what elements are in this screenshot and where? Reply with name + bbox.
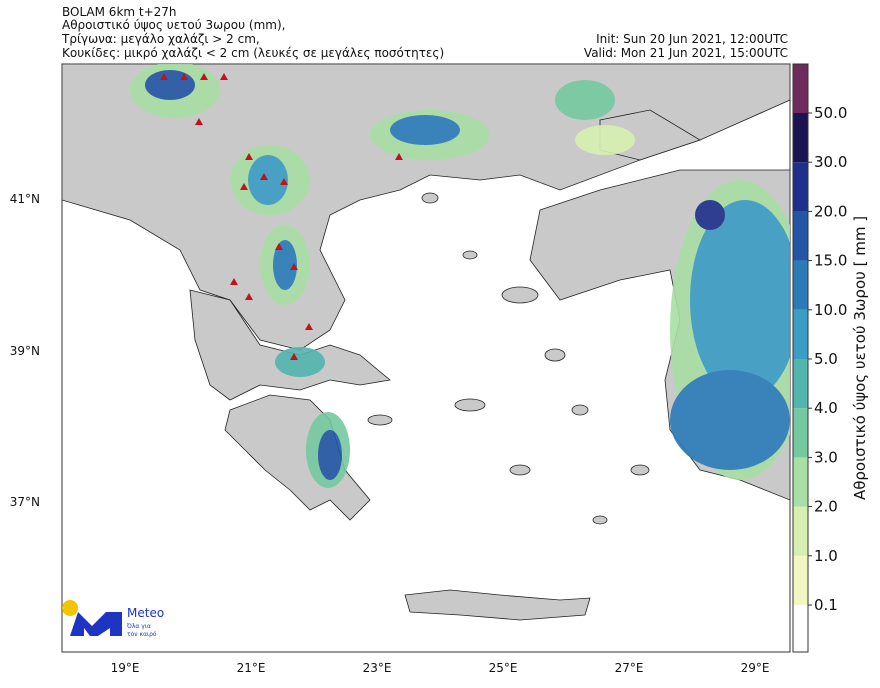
- colorbar-segment: [793, 359, 808, 409]
- header-line: Κουκίδες: μικρό χαλάζι < 2 cm (λευκές σε…: [62, 46, 444, 60]
- colorbar-label: 10.0: [814, 301, 847, 319]
- lon-label: 21°E: [237, 661, 266, 675]
- lat-label: 37°N: [10, 495, 40, 509]
- valid-time: Valid: Mon 21 Jun 2021, 15:00UTC: [584, 46, 788, 60]
- colorbar-label: 1.0: [814, 547, 838, 565]
- colorbar-segment: [793, 309, 808, 359]
- colorbar-label: 4.0: [814, 399, 838, 417]
- lat-label: 39°N: [10, 344, 40, 358]
- colorbar-segment: [793, 162, 808, 212]
- colorbar: 0.1 1.0 2.0 3.0 4.0 5.0 10.0 15.0 20.0 30.0 50.0: [792, 63, 847, 653]
- logo-name: Meteo: [127, 606, 164, 620]
- lon-label: 27°E: [615, 661, 644, 675]
- lon-label: 29°E: [741, 661, 770, 675]
- colorbar-title: Αθροιστικό ύψος υετού 3ωρου [ mm ]: [851, 216, 869, 500]
- colorbar-label: 5.0: [814, 350, 838, 368]
- header-line: BOLAM 6km t+27h: [62, 5, 177, 19]
- colorbar-segment: [793, 555, 808, 605]
- colorbar-segment: [793, 64, 808, 113]
- lat-label: 41°N: [10, 192, 40, 206]
- logo-tagline: τον καιρό: [127, 631, 157, 638]
- colorbar-label: 30.0: [814, 153, 847, 171]
- colorbar-label: 3.0: [814, 448, 838, 466]
- colorbar-segment: [793, 260, 808, 310]
- colorbar-segment: [793, 506, 808, 556]
- colorbar-segment: [793, 605, 808, 652]
- colorbar-segment: [793, 113, 808, 163]
- logo-tagline: Όλα για: [126, 623, 151, 630]
- colorbar-segment: [793, 408, 808, 458]
- map: [61, 63, 791, 653]
- lon-label: 25°E: [489, 661, 518, 675]
- colorbar-label: 50.0: [814, 104, 847, 122]
- colorbar-segment: [793, 211, 808, 261]
- colorbar-label: 0.1: [814, 596, 838, 614]
- precipitation: [130, 64, 790, 488]
- logo: Meteo Όλα για τον καιρό: [62, 600, 164, 638]
- init-time: Init: Sun 20 Jun 2021, 12:00UTC: [596, 32, 788, 46]
- lon-label: 19°E: [111, 661, 140, 675]
- colorbar-label: 2.0: [814, 498, 838, 516]
- header-line: Αθροιστικό ύψος υετού 3ωρου (mm),: [62, 18, 285, 32]
- header-line: Τρίγωνα: μεγάλο χαλάζι > 2 cm,: [61, 32, 260, 46]
- colorbar-segment: [793, 457, 808, 507]
- colorbar-frame: [792, 63, 809, 653]
- lon-label: 23°E: [363, 661, 392, 675]
- colorbar-label: 15.0: [814, 252, 847, 270]
- colorbar-label: 20.0: [814, 202, 847, 220]
